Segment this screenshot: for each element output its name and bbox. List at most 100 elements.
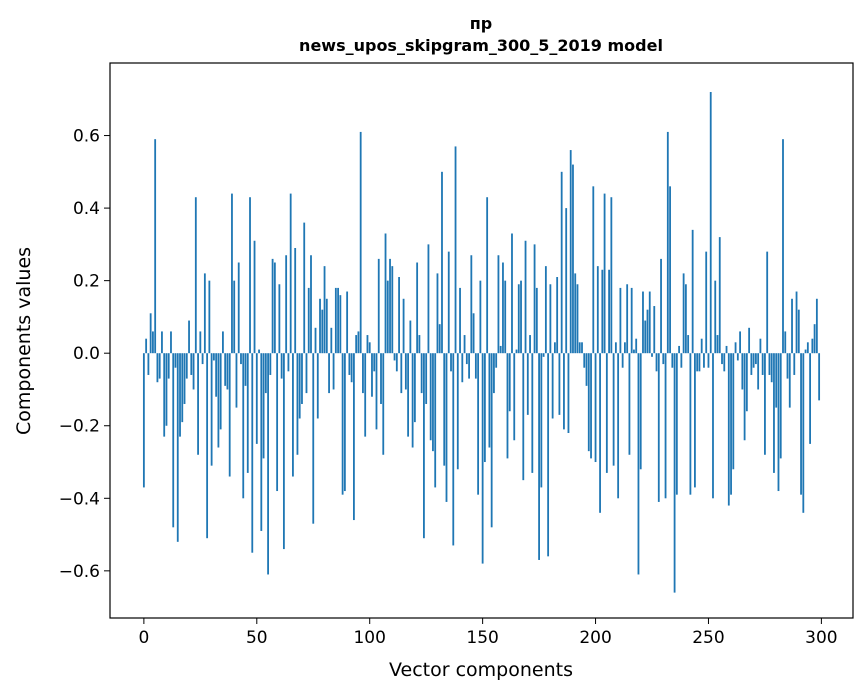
x-axis-label: Vector components	[389, 659, 573, 681]
bar	[307, 287, 310, 354]
bar	[696, 353, 699, 372]
bar	[669, 186, 671, 354]
y-tick-label: 0.4	[73, 199, 100, 219]
bar	[592, 186, 595, 354]
bar	[298, 353, 301, 419]
bar	[255, 353, 258, 444]
plot-frame	[109, 62, 854, 619]
bar	[741, 353, 744, 390]
bar	[493, 353, 495, 394]
bar	[813, 324, 816, 354]
bar	[321, 309, 324, 354]
bar	[267, 353, 269, 575]
bar	[237, 262, 240, 354]
bar	[142, 353, 145, 488]
bar	[585, 353, 588, 386]
bar	[328, 353, 330, 394]
x-tick-label: 50	[246, 628, 268, 648]
bar	[768, 353, 771, 375]
bar	[312, 353, 315, 524]
bar	[400, 353, 403, 394]
bar	[174, 353, 177, 368]
bar	[145, 338, 148, 354]
bar	[418, 335, 421, 354]
bar	[551, 353, 554, 419]
bar	[698, 353, 701, 372]
bar	[474, 353, 477, 379]
bar	[325, 298, 328, 354]
bar	[605, 353, 608, 473]
bar	[513, 353, 516, 441]
bar	[700, 338, 703, 354]
bar	[353, 353, 355, 521]
bar	[348, 353, 351, 375]
bar	[337, 287, 339, 354]
bar	[553, 342, 556, 354]
bar	[210, 353, 213, 466]
bar	[754, 353, 757, 365]
bar	[599, 353, 601, 513]
bar	[276, 353, 279, 492]
bar	[788, 353, 791, 408]
bar	[617, 353, 620, 499]
bar	[194, 197, 197, 354]
bar	[310, 255, 312, 354]
bar	[691, 229, 694, 354]
bar	[481, 353, 484, 564]
bar	[800, 353, 802, 495]
bar	[179, 353, 181, 437]
bar	[815, 298, 818, 354]
bar	[346, 291, 349, 354]
bar	[357, 331, 360, 354]
bar	[576, 284, 579, 354]
bar	[199, 331, 202, 354]
bar	[502, 262, 504, 354]
bar	[289, 193, 292, 354]
bar	[662, 353, 665, 365]
bar	[438, 324, 441, 354]
bar	[784, 331, 787, 354]
bar	[660, 258, 662, 354]
bar	[709, 92, 712, 354]
bar	[540, 353, 543, 488]
bar	[750, 353, 753, 375]
bar	[520, 280, 522, 354]
bar	[224, 353, 227, 386]
bar	[757, 353, 760, 390]
chart-title: пр	[470, 14, 493, 33]
bar	[572, 164, 574, 354]
bar	[511, 233, 513, 354]
bar	[183, 353, 186, 404]
bar	[332, 353, 335, 390]
bar	[231, 193, 233, 354]
bar	[574, 273, 577, 354]
bar	[380, 353, 382, 404]
bar	[689, 353, 692, 495]
bar	[461, 353, 464, 383]
bar	[208, 280, 211, 354]
bar	[477, 353, 480, 495]
y-tick-label: 0.6	[73, 127, 100, 147]
bar	[434, 353, 437, 488]
bar	[386, 280, 389, 354]
y-tick-label: −0.4	[59, 489, 100, 509]
bar	[172, 353, 175, 528]
bar	[725, 345, 728, 354]
bar	[558, 353, 561, 415]
bar	[314, 327, 317, 354]
bar	[323, 266, 326, 354]
bar	[671, 353, 674, 368]
x-tick-label: 250	[692, 628, 724, 648]
bar	[409, 320, 412, 354]
bar	[648, 291, 651, 354]
bar	[402, 298, 405, 354]
bar	[777, 353, 780, 492]
x-tick-label: 0	[138, 628, 149, 648]
bar	[463, 335, 466, 354]
bar	[420, 353, 423, 394]
bar	[235, 353, 238, 408]
bar	[569, 150, 572, 354]
bar	[188, 320, 190, 354]
bar	[508, 353, 511, 412]
